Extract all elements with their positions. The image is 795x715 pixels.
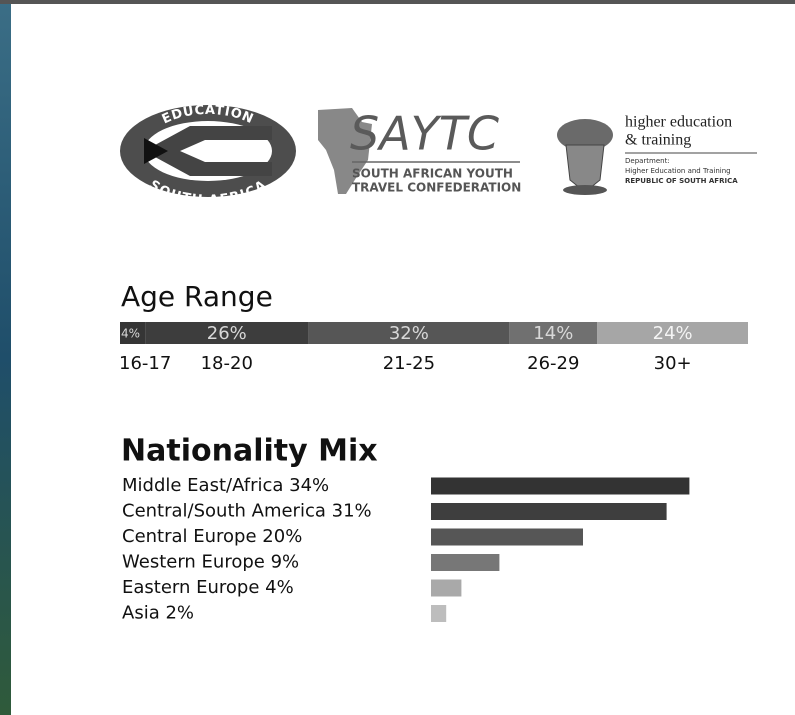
- saytc-logo: SAYTC SOUTH AFRICAN YOUTH TRAVEL CONFEDE…: [318, 107, 521, 195]
- chart-title: Age Range: [121, 280, 273, 313]
- category-label: Eastern Europe: [122, 577, 259, 598]
- nationality-label: Central/South America 31%: [122, 501, 372, 522]
- category-label: Asia: [122, 603, 160, 624]
- bar: [431, 529, 583, 546]
- bar: [431, 503, 667, 520]
- value-label: 24%: [653, 323, 693, 344]
- category-label: Central/South America: [122, 501, 326, 522]
- nationality-label: Eastern Europe 4%: [122, 577, 294, 598]
- value-label: 4%: [121, 327, 140, 341]
- bar: [431, 478, 689, 495]
- nationality-label: Asia 2%: [122, 603, 194, 624]
- photo-edge-top: [0, 0, 795, 4]
- logo-text: & training: [625, 132, 691, 149]
- logo-text: higher education: [625, 114, 732, 131]
- bar: [431, 554, 499, 571]
- photo-edge: [0, 0, 11, 715]
- value-label: 31%: [332, 501, 372, 522]
- value-label: 9%: [271, 552, 300, 573]
- value-label: 14%: [533, 323, 573, 344]
- value-label: 4%: [265, 577, 294, 598]
- page: EDUCATION SOUTH AFRICA SAYTC SOUTH AFRIC…: [0, 0, 795, 715]
- category-label: 30+: [654, 353, 692, 374]
- value-label: 2%: [165, 603, 194, 624]
- logo-text: Department:: [625, 157, 670, 165]
- bar: [431, 605, 446, 622]
- category-label: 21-25: [383, 353, 435, 374]
- dhet-logo: higher education & training Department: …: [557, 114, 757, 195]
- logo-text: Higher Education and Training: [625, 167, 731, 175]
- logo-text: TRAVEL CONFEDERATION: [352, 181, 521, 195]
- logo-title: SAYTC: [350, 107, 499, 161]
- logo-text: SOUTH AFRICAN YOUTH: [352, 167, 513, 181]
- category-label: 26-29: [527, 353, 579, 374]
- category-label: Middle East/Africa: [122, 475, 283, 496]
- bar: [431, 580, 461, 597]
- value-label: 32%: [389, 323, 429, 344]
- page-canvas: EDUCATION SOUTH AFRICA SAYTC SOUTH AFRIC…: [0, 0, 795, 715]
- nationality-label: Middle East/Africa 34%: [122, 475, 329, 496]
- nationality-label: Central Europe 20%: [122, 526, 302, 547]
- category-label: Western Europe: [122, 552, 265, 573]
- value-label: 34%: [289, 475, 329, 496]
- logo-text: REPUBLIC OF SOUTH AFRICA: [625, 177, 738, 185]
- value-label: 20%: [262, 526, 302, 547]
- nationality-label: Western Europe 9%: [122, 552, 299, 573]
- education-logo: EDUCATION SOUTH AFRICA: [120, 102, 296, 207]
- category-label: 16-17: [119, 353, 171, 374]
- chart-title: Nationality Mix: [121, 434, 378, 469]
- value-label: 26%: [207, 323, 247, 344]
- category-label: 18-20: [201, 353, 253, 374]
- category-label: Central Europe: [122, 526, 257, 547]
